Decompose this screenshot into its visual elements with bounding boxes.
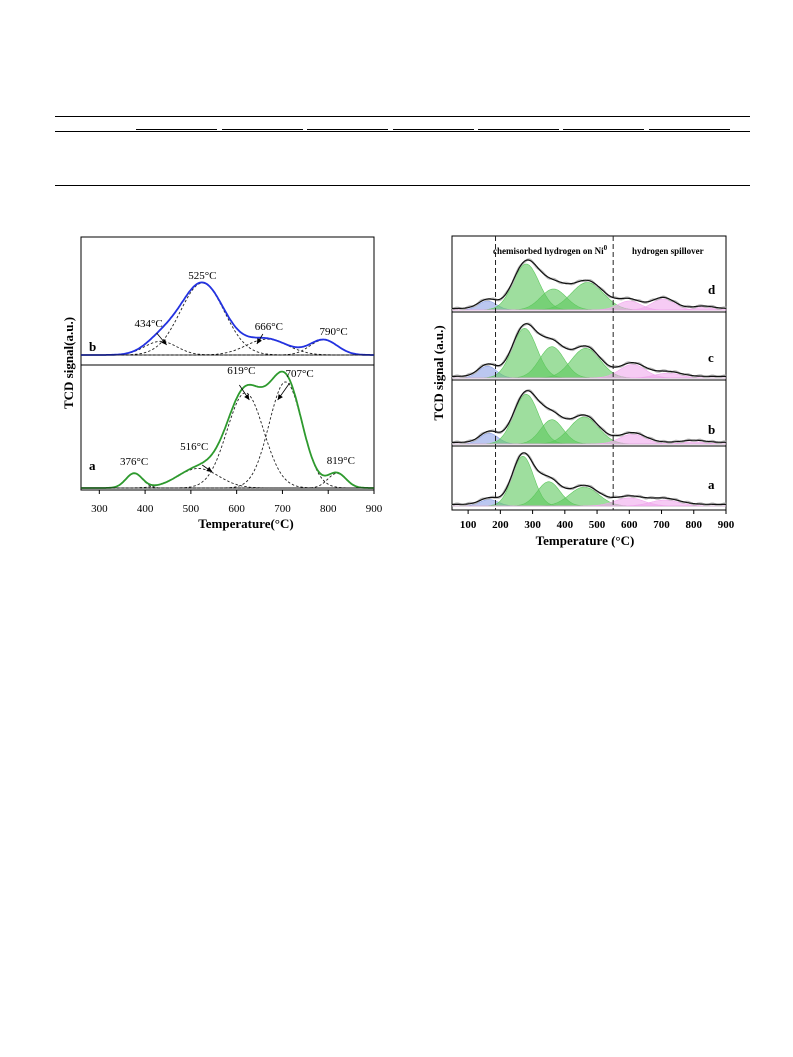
table-column-rule — [222, 129, 303, 130]
x-tick-label: 400 — [557, 519, 574, 531]
region-label-chemisorbed: chemisorbed hydrogen on Ni0 — [493, 244, 608, 256]
series-label-a: a — [708, 477, 715, 492]
series-line-b — [81, 281, 374, 356]
table-bottom-rule — [55, 185, 750, 186]
table-top-rule — [55, 116, 750, 117]
peak-label: 790°C — [320, 326, 348, 338]
arrow-head — [244, 394, 250, 400]
x-tick-label: 600 — [621, 519, 638, 531]
peak-label: 666°C — [255, 321, 283, 333]
x-tick-label: 300 — [91, 503, 108, 515]
table-header-rule — [55, 131, 750, 132]
y-axis-title: TCD signal (a.u.) — [431, 325, 446, 420]
peak-label: 525°C — [188, 270, 216, 282]
peak-label: 376°C — [120, 456, 148, 468]
fit-component-curve — [81, 468, 374, 489]
x-tick-label: 100 — [460, 519, 477, 531]
x-axis-title: Temperature (°C) — [536, 533, 635, 548]
table-column-rule — [307, 129, 388, 130]
region-label-spillover: hydrogen spillover — [632, 246, 704, 256]
arrow-head — [161, 339, 167, 345]
x-tick-label: 400 — [137, 503, 154, 515]
peak-label: 516°C — [180, 441, 208, 453]
peak-label: 707°C — [286, 368, 314, 380]
x-tick-label: 900 — [366, 503, 383, 515]
arrow-head — [206, 466, 213, 472]
table-column-rule — [478, 129, 559, 130]
arrow-head — [277, 394, 283, 400]
x-tick-label: 900 — [718, 519, 735, 531]
x-tick-label: 800 — [320, 503, 337, 515]
x-tick-label: 300 — [524, 519, 541, 531]
x-tick-label: 500 — [183, 503, 200, 515]
x-tick-label: 700 — [653, 519, 670, 531]
series-line-a — [81, 370, 374, 489]
series-line-b — [452, 390, 726, 443]
x-tick-label: 600 — [228, 503, 245, 515]
x-tick-label: 700 — [274, 503, 291, 515]
table-column-rule — [649, 129, 730, 130]
series-line-d — [452, 259, 726, 310]
peak-label: 434°C — [135, 318, 163, 330]
series-label-b: b — [708, 422, 715, 437]
series-line-a — [452, 452, 726, 505]
series-label-d: d — [708, 282, 716, 297]
x-axis-title: Temperature(°C) — [198, 516, 293, 531]
y-axis-title: TCD signal(a.u.) — [61, 317, 76, 409]
x-tick-label: 800 — [686, 519, 703, 531]
series-label-c: c — [708, 350, 714, 365]
peak-label: 619°C — [227, 365, 255, 377]
arrow-head — [256, 338, 262, 344]
series-line-c — [452, 323, 726, 377]
series-label-a: a — [89, 458, 96, 473]
x-tick-label: 200 — [492, 519, 509, 531]
series-label-b: b — [89, 339, 96, 354]
peak-label: 819°C — [327, 455, 355, 467]
table-column-rule — [393, 129, 474, 130]
fit-component-area — [452, 307, 727, 311]
plot-frame — [451, 235, 727, 511]
table-column-rule — [563, 129, 644, 130]
table-column-rule — [136, 129, 217, 130]
plot-frame — [80, 236, 375, 491]
x-tick-label: 500 — [589, 519, 606, 531]
